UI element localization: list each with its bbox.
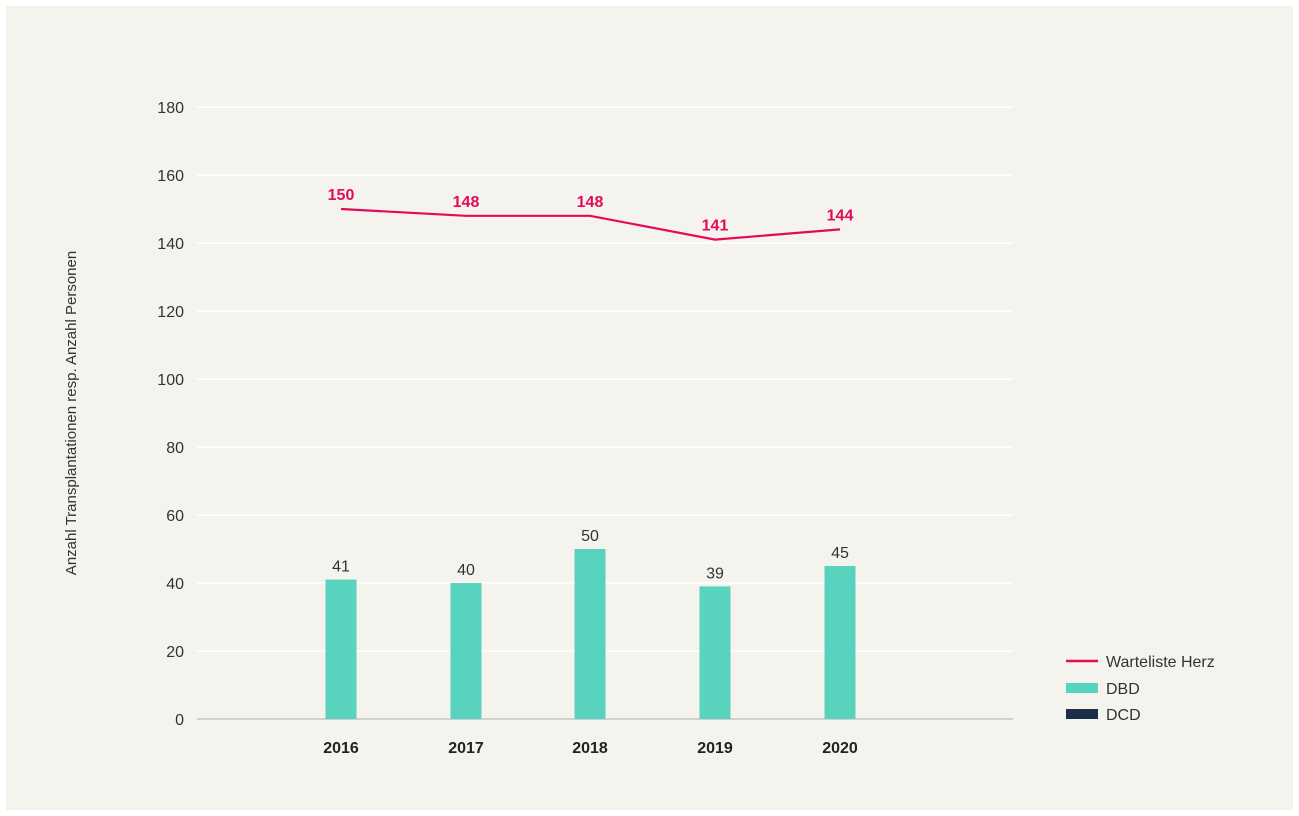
y-tick-label-140: 140 bbox=[157, 236, 184, 253]
bar-dbd-2019 bbox=[699, 586, 731, 719]
line-label-2018: 148 bbox=[577, 194, 604, 211]
bar-dbd-2020 bbox=[824, 566, 856, 719]
line-label-2020: 144 bbox=[827, 207, 854, 224]
y-tick-label-120: 120 bbox=[157, 304, 184, 321]
legend-label-dbd: DBD bbox=[1106, 681, 1140, 698]
bar-label-2020: 45 bbox=[831, 545, 849, 562]
legend-label-dcd: DCD bbox=[1106, 707, 1141, 724]
bar-labels: 41 40 50 39 45 bbox=[332, 528, 849, 582]
y-axis-ticks: 0 20 40 60 80 100 120 140 160 180 bbox=[157, 100, 184, 729]
y-tick-label-0: 0 bbox=[175, 712, 184, 729]
bar-label-2017: 40 bbox=[457, 562, 475, 579]
y-tick-label-160: 160 bbox=[157, 168, 184, 185]
line-labels: 150 148 148 141 144 bbox=[328, 187, 854, 235]
y-axis-label: Anzahl Transplantationen resp. Anzahl Pe… bbox=[63, 251, 80, 575]
y-tick-label-80: 80 bbox=[166, 440, 184, 457]
bar-label-2019: 39 bbox=[706, 565, 724, 582]
bars bbox=[325, 549, 856, 719]
x-axis-ticks: 2016 2017 2018 2019 2020 bbox=[323, 740, 858, 757]
line-label-2017: 148 bbox=[453, 194, 480, 211]
y-tick-label-100: 100 bbox=[157, 372, 184, 389]
x-tick-label-2017: 2017 bbox=[448, 740, 484, 757]
line-label-2019: 141 bbox=[702, 218, 729, 235]
series-line-warteliste-herz bbox=[340, 207, 841, 241]
y-tick-label-40: 40 bbox=[166, 576, 184, 593]
legend-swatch-dbd bbox=[1066, 683, 1098, 693]
x-tick-label-2016: 2016 bbox=[323, 740, 359, 757]
bar-label-2018: 50 bbox=[581, 528, 599, 545]
y-tick-label-20: 20 bbox=[166, 644, 184, 661]
legend-swatch-dcd bbox=[1066, 709, 1098, 719]
legend: Warteliste Herz DBD DCD bbox=[1066, 654, 1215, 724]
x-tick-label-2020: 2020 bbox=[822, 740, 858, 757]
chart-panel bbox=[6, 6, 1293, 810]
y-tick-label-60: 60 bbox=[166, 508, 184, 525]
y-tick-label-180: 180 bbox=[157, 100, 184, 117]
x-tick-label-2018: 2018 bbox=[572, 740, 608, 757]
bar-dbd-2017 bbox=[450, 583, 482, 719]
legend-label-warteliste-herz: Warteliste Herz bbox=[1106, 654, 1215, 671]
bar-label-2016: 41 bbox=[332, 559, 350, 576]
x-tick-label-2019: 2019 bbox=[697, 740, 733, 757]
bar-dbd-2018 bbox=[574, 549, 606, 719]
line-label-2016: 150 bbox=[328, 187, 355, 204]
bar-dbd-2016 bbox=[325, 579, 357, 719]
